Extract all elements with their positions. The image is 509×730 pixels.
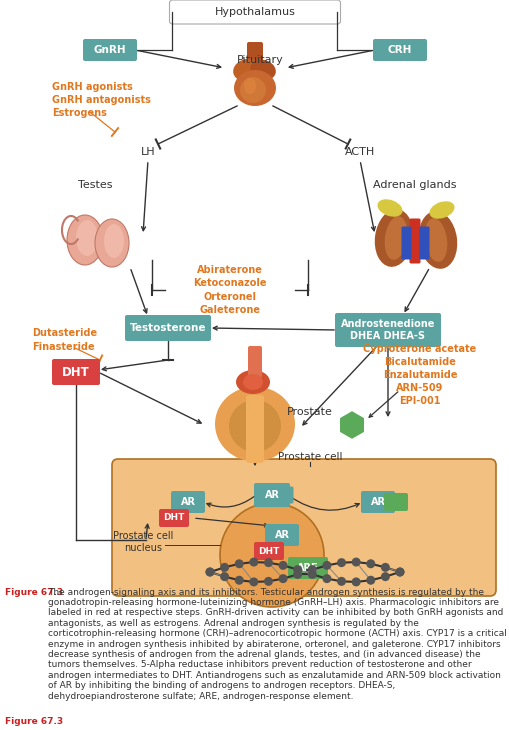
Text: DHT: DHT	[62, 366, 90, 378]
Ellipse shape	[236, 370, 270, 394]
Circle shape	[337, 577, 346, 586]
Circle shape	[278, 574, 288, 583]
Text: AR: AR	[181, 497, 195, 507]
Circle shape	[395, 567, 405, 577]
Text: Abiraterone
Ketoconazole
Orteronel
Galeterone: Abiraterone Ketoconazole Orteronel Galet…	[193, 265, 267, 315]
Ellipse shape	[419, 211, 457, 269]
Ellipse shape	[243, 374, 263, 390]
Text: Hypothalamus: Hypothalamus	[215, 7, 295, 17]
Circle shape	[293, 570, 302, 579]
FancyBboxPatch shape	[254, 542, 284, 560]
Circle shape	[264, 577, 273, 586]
Text: ARE: ARE	[297, 563, 319, 573]
Circle shape	[308, 570, 317, 579]
FancyBboxPatch shape	[246, 395, 264, 463]
Text: Androstenedione
DHEA DHEA-S: Androstenedione DHEA DHEA-S	[341, 319, 435, 341]
Text: Figure 67.3: Figure 67.3	[5, 718, 63, 726]
Text: ACTH: ACTH	[345, 147, 375, 157]
FancyBboxPatch shape	[247, 42, 263, 68]
Ellipse shape	[385, 216, 407, 260]
Circle shape	[381, 572, 390, 581]
Ellipse shape	[234, 70, 276, 106]
Text: Figure 67.3: Figure 67.3	[5, 588, 63, 596]
FancyBboxPatch shape	[248, 346, 262, 378]
Circle shape	[381, 563, 390, 572]
Ellipse shape	[430, 201, 455, 219]
Text: AR: AR	[265, 490, 279, 500]
Text: The androgen-signaling axis and its inhibitors. Testicular androgen synthesis is: The androgen-signaling axis and its inhi…	[48, 588, 507, 701]
FancyBboxPatch shape	[410, 218, 420, 264]
FancyBboxPatch shape	[171, 491, 205, 513]
Circle shape	[322, 561, 331, 570]
FancyBboxPatch shape	[335, 313, 441, 347]
Ellipse shape	[250, 60, 276, 80]
Ellipse shape	[67, 215, 103, 265]
Circle shape	[264, 558, 273, 567]
Circle shape	[206, 567, 214, 577]
FancyBboxPatch shape	[278, 486, 294, 504]
Ellipse shape	[95, 219, 129, 267]
Circle shape	[249, 558, 259, 566]
Circle shape	[220, 563, 229, 572]
Text: Pituitary: Pituitary	[237, 55, 284, 65]
Text: AR: AR	[274, 530, 290, 540]
FancyBboxPatch shape	[361, 491, 395, 513]
Circle shape	[278, 561, 288, 570]
Text: Dutasteride
Finasteride: Dutasteride Finasteride	[32, 328, 97, 352]
Text: Adrenal glands: Adrenal glands	[373, 180, 457, 190]
Circle shape	[308, 565, 317, 574]
Text: Prostate: Prostate	[287, 407, 333, 417]
FancyBboxPatch shape	[52, 359, 100, 385]
Circle shape	[366, 559, 375, 568]
Circle shape	[352, 558, 361, 566]
FancyBboxPatch shape	[169, 0, 341, 24]
FancyBboxPatch shape	[373, 39, 427, 61]
Ellipse shape	[244, 78, 256, 94]
FancyBboxPatch shape	[419, 226, 430, 259]
Text: LH: LH	[140, 147, 155, 157]
Text: GnRH: GnRH	[94, 45, 126, 55]
FancyBboxPatch shape	[254, 483, 290, 507]
Circle shape	[220, 503, 324, 607]
Ellipse shape	[76, 220, 98, 256]
Circle shape	[235, 576, 244, 585]
FancyBboxPatch shape	[402, 226, 411, 259]
Text: AR: AR	[371, 497, 385, 507]
Circle shape	[395, 567, 405, 577]
Text: DHT: DHT	[258, 547, 279, 556]
FancyBboxPatch shape	[83, 39, 137, 61]
Circle shape	[293, 565, 302, 574]
Circle shape	[235, 559, 244, 568]
Ellipse shape	[104, 224, 124, 258]
Circle shape	[366, 576, 375, 585]
Circle shape	[206, 567, 214, 577]
FancyBboxPatch shape	[125, 315, 211, 341]
Circle shape	[352, 577, 361, 586]
Text: GnRH agonists
GnRH antagonists
Estrogens: GnRH agonists GnRH antagonists Estrogens	[52, 82, 151, 118]
Ellipse shape	[240, 77, 266, 103]
Circle shape	[337, 558, 346, 567]
FancyBboxPatch shape	[384, 493, 408, 511]
Ellipse shape	[215, 386, 295, 461]
Polygon shape	[341, 412, 363, 438]
Ellipse shape	[375, 210, 413, 267]
FancyBboxPatch shape	[112, 459, 496, 596]
Text: Testes: Testes	[78, 180, 112, 190]
Ellipse shape	[378, 199, 403, 217]
Circle shape	[249, 577, 259, 586]
FancyBboxPatch shape	[288, 557, 328, 579]
Ellipse shape	[229, 400, 281, 452]
Text: Prostate cell: Prostate cell	[278, 452, 342, 462]
Text: Testosterone: Testosterone	[130, 323, 206, 333]
Circle shape	[220, 572, 229, 581]
FancyBboxPatch shape	[265, 524, 299, 546]
Text: Cyproterone acetate
Bicalutamide
Enzalutamide
ARN-509
EPI-001: Cyproterone acetate Bicalutamide Enzalut…	[363, 344, 476, 407]
Circle shape	[322, 574, 331, 583]
Ellipse shape	[425, 218, 447, 262]
FancyBboxPatch shape	[159, 509, 189, 527]
Text: DHT: DHT	[163, 513, 185, 523]
Text: Prostate cell
nucleus: Prostate cell nucleus	[113, 531, 173, 553]
Ellipse shape	[233, 59, 261, 81]
Text: CRH: CRH	[388, 45, 412, 55]
